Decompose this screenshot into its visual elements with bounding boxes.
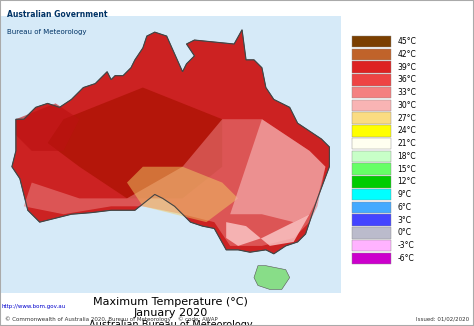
Text: 6°C: 6°C: [397, 203, 411, 212]
Bar: [352, 49, 391, 60]
Bar: [352, 151, 391, 162]
Text: 30°C: 30°C: [397, 101, 416, 110]
Polygon shape: [12, 30, 329, 254]
Text: 36°C: 36°C: [397, 76, 416, 84]
Text: © Commonwealth of Australia 2020, Bureau of Meteorology    © code: AWAP: © Commonwealth of Australia 2020, Bureau…: [5, 317, 218, 322]
Text: 9°C: 9°C: [397, 190, 411, 199]
Text: 33°C: 33°C: [397, 88, 416, 97]
Text: 15°C: 15°C: [397, 165, 416, 174]
Bar: [352, 202, 391, 213]
Bar: [352, 240, 391, 251]
Bar: [352, 176, 391, 188]
Bar: [352, 227, 391, 239]
Bar: [352, 164, 391, 175]
Text: 0°C: 0°C: [397, 229, 411, 237]
Text: Maximum Temperature (°C): Maximum Temperature (°C): [93, 297, 248, 307]
Polygon shape: [254, 266, 290, 289]
Bar: [352, 100, 391, 111]
Text: -3°C: -3°C: [397, 241, 414, 250]
Text: -6°C: -6°C: [397, 254, 414, 263]
Polygon shape: [230, 119, 326, 222]
Text: 42°C: 42°C: [397, 50, 416, 59]
Text: January 2020: January 2020: [134, 308, 208, 319]
Bar: [352, 125, 391, 137]
Polygon shape: [127, 167, 238, 222]
Text: 3°C: 3°C: [397, 216, 411, 225]
Polygon shape: [47, 88, 222, 199]
Text: 18°C: 18°C: [397, 152, 416, 161]
Text: http://www.bom.gov.au: http://www.bom.gov.au: [1, 304, 66, 309]
Bar: [352, 36, 391, 48]
Text: 27°C: 27°C: [397, 114, 416, 123]
Text: 12°C: 12°C: [397, 177, 416, 186]
Bar: [352, 189, 391, 200]
Polygon shape: [24, 119, 326, 246]
Text: 21°C: 21°C: [397, 139, 416, 148]
Text: 24°C: 24°C: [397, 126, 416, 136]
Bar: [352, 215, 391, 226]
Bar: [352, 138, 391, 149]
Bar: [352, 62, 391, 73]
Polygon shape: [16, 103, 79, 151]
Text: Issued: 01/02/2020: Issued: 01/02/2020: [416, 317, 469, 322]
Text: Bureau of Meteorology: Bureau of Meteorology: [7, 29, 87, 35]
Text: Australian Government: Australian Government: [7, 10, 108, 19]
Bar: [352, 253, 391, 264]
Text: 39°C: 39°C: [397, 63, 416, 72]
Bar: [352, 112, 391, 124]
Bar: [352, 87, 391, 98]
Polygon shape: [226, 214, 310, 246]
Bar: [352, 74, 391, 86]
Text: 45°C: 45°C: [397, 37, 416, 46]
Text: Australian Bureau of Meteorology: Australian Bureau of Meteorology: [89, 320, 253, 326]
